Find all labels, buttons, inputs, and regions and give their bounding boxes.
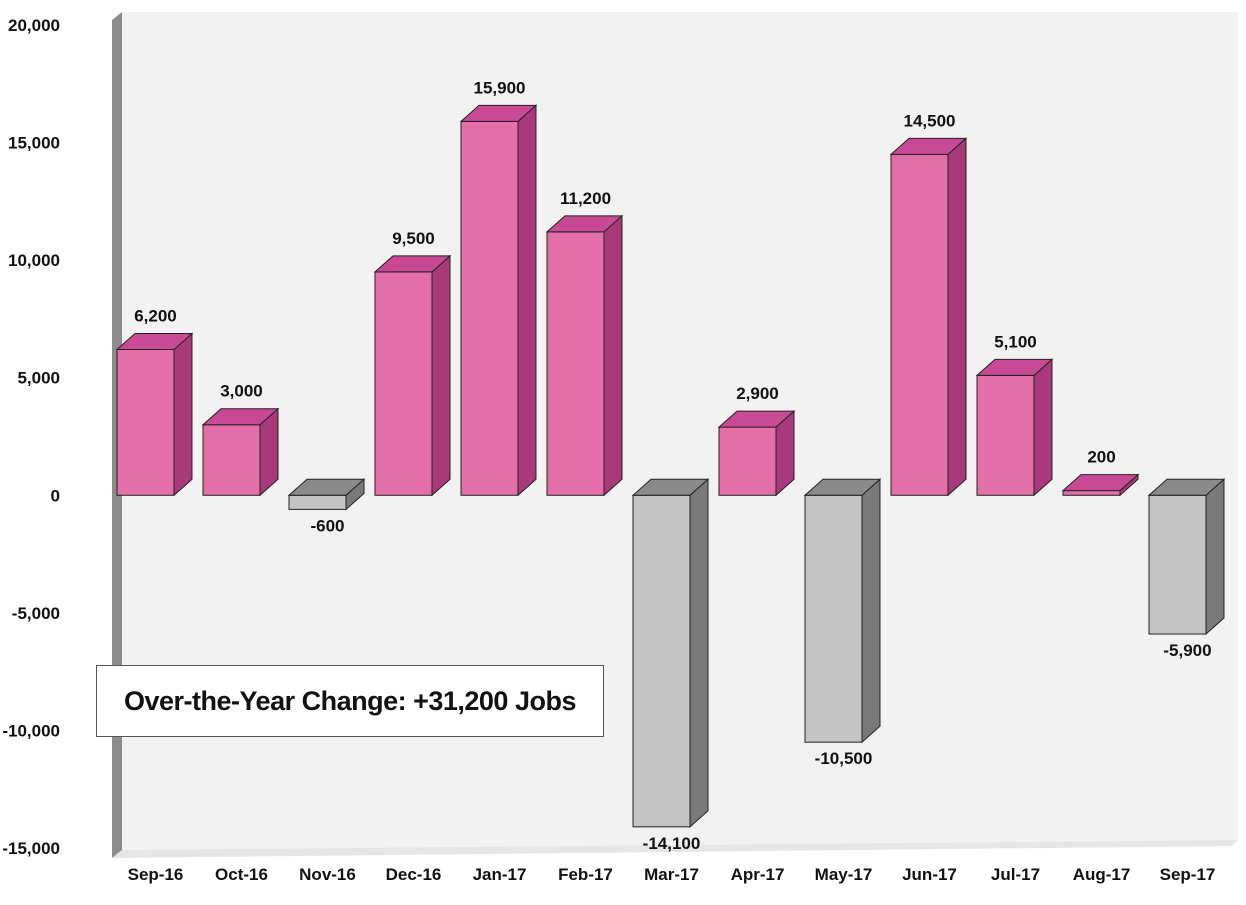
x-category-label: May-17	[815, 865, 873, 884]
bar-top	[803, 478, 882, 496]
bar-front	[460, 120, 519, 496]
x-category-label: Feb-17	[558, 865, 613, 884]
x-category-label: Sep-16	[128, 865, 184, 884]
bar-front	[1148, 494, 1207, 635]
x-category-label: Jul-17	[991, 865, 1040, 884]
bar-front	[116, 348, 175, 496]
bar-front	[1062, 490, 1121, 496]
x-category-label: Nov-16	[299, 865, 356, 884]
bar-front	[804, 494, 863, 743]
x-category-label: Aug-17	[1073, 865, 1131, 884]
bar-top	[201, 408, 280, 426]
x-category-label: Sep-17	[1160, 865, 1216, 884]
y-tick-label: 10,000	[8, 251, 60, 270]
annotation-text: Over-the-Year Change: +31,200 Jobs	[124, 685, 576, 716]
bar-front	[718, 426, 777, 496]
bar-Aug-17	[1061, 473, 1140, 497]
x-category-label: Apr-17	[731, 865, 785, 884]
bars	[115, 104, 1226, 828]
bar-side	[1033, 358, 1053, 497]
y-tick-label: -15,000	[2, 839, 60, 858]
data-label: -10,500	[815, 749, 873, 768]
x-category-label: Oct-16	[215, 865, 268, 884]
bar-Nov-16	[287, 478, 366, 511]
bar-top	[545, 215, 624, 233]
data-label: -600	[310, 516, 344, 535]
bar-Mar-17	[631, 478, 710, 828]
bar-top	[1147, 478, 1226, 496]
bar-front	[288, 494, 347, 510]
bar-Dec-16	[373, 254, 452, 497]
y-tick-label: -10,000	[2, 721, 60, 740]
bar-front	[976, 374, 1035, 496]
bar-side	[173, 332, 193, 497]
bar-side	[947, 137, 967, 497]
bar-Sep-16	[115, 332, 194, 497]
bar-Oct-16	[201, 407, 280, 497]
data-label: -14,100	[643, 834, 701, 853]
y-tick-label: 15,000	[8, 134, 60, 153]
x-category-label: Dec-16	[386, 865, 442, 884]
y-tick-label: 0	[51, 486, 60, 505]
data-label: 11,200	[560, 189, 611, 208]
data-label: 9,500	[392, 229, 435, 248]
bar-top	[1061, 474, 1140, 492]
y-tick-label: 5,000	[17, 369, 60, 388]
bar-top	[889, 137, 968, 155]
x-axis-categories: Sep-16 Oct-16 Nov-16 Dec-16 Jan-17 Feb-17 Mar-…	[128, 865, 1216, 884]
bar-top	[115, 332, 194, 350]
data-label: 5,100	[994, 332, 1037, 351]
bar-side	[603, 214, 623, 497]
bar-side	[1205, 478, 1225, 636]
data-label: 3,000	[220, 382, 263, 401]
data-label: 2,900	[736, 384, 779, 403]
bar-front	[546, 231, 605, 496]
y-tick-label: -5,000	[12, 604, 60, 623]
bar-Sep-17	[1147, 478, 1226, 636]
x-category-label: Jun-17	[902, 865, 957, 884]
bar-Feb-17	[545, 214, 624, 497]
bar-Apr-17	[717, 409, 796, 497]
bar-side	[861, 478, 881, 744]
data-label: 200	[1087, 448, 1115, 467]
bar-top	[459, 104, 538, 122]
bar-front	[374, 271, 433, 496]
data-label: -5,900	[1163, 641, 1211, 660]
bar-top	[975, 358, 1054, 376]
data-label: 15,900	[474, 78, 526, 97]
bar-top	[373, 255, 452, 273]
y-tick-label: 20,000	[8, 16, 60, 35]
bar-Jan-17	[459, 104, 538, 497]
bar-side	[517, 104, 537, 497]
bar-Jun-17	[889, 137, 968, 497]
bar-front	[632, 494, 691, 828]
bar-top	[717, 410, 796, 428]
data-labels: 6,200 3,000 -600 9,500 15,900 11,200 -14,100 2,…	[134, 78, 1211, 852]
over-the-year-change-annotation: Over-the-Year Change: +31,200 Jobs	[96, 665, 604, 737]
bar-Jul-17	[975, 358, 1054, 497]
x-category-label: Mar-17	[644, 865, 699, 884]
data-label: 14,500	[904, 111, 956, 130]
bar-front	[202, 424, 261, 496]
bar-top	[287, 478, 366, 496]
bar-side	[431, 254, 451, 497]
bar-top	[631, 478, 710, 496]
x-category-label: Jan-17	[473, 865, 527, 884]
data-label: 6,200	[134, 306, 177, 325]
bar-front	[890, 153, 949, 496]
floor	[112, 840, 1238, 858]
bar-May-17	[803, 478, 882, 744]
y-axis-ticks: 20,000 15,000 10,000 5,000 0 -5,000 -10,000 -15…	[2, 16, 60, 858]
bar-side	[689, 478, 709, 828]
